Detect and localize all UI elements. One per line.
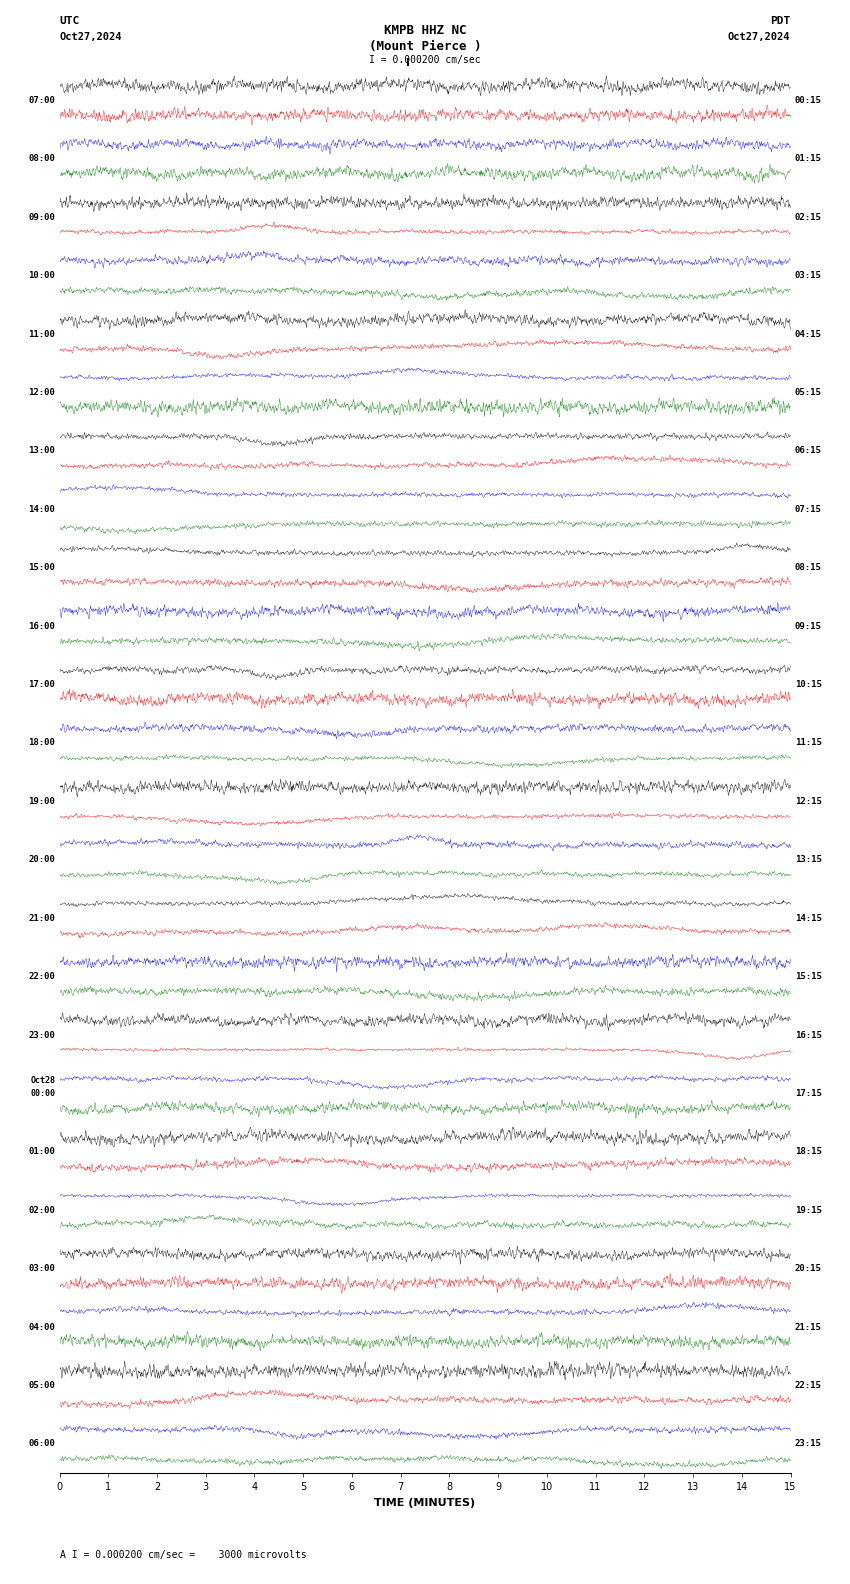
Text: 19:15: 19:15	[795, 1205, 822, 1215]
Text: 16:15: 16:15	[795, 1031, 822, 1039]
Text: PDT: PDT	[770, 16, 790, 25]
Text: 18:00: 18:00	[28, 738, 55, 748]
Text: 16:00: 16:00	[28, 621, 55, 630]
Text: 02:00: 02:00	[28, 1205, 55, 1215]
Text: 06:00: 06:00	[28, 1440, 55, 1448]
Text: 10:15: 10:15	[795, 680, 822, 689]
Text: 21:15: 21:15	[795, 1323, 822, 1332]
Text: UTC: UTC	[60, 16, 80, 25]
Text: 06:15: 06:15	[795, 447, 822, 456]
Text: 17:15: 17:15	[795, 1088, 822, 1098]
Text: 07:15: 07:15	[795, 505, 822, 513]
Text: 09:15: 09:15	[795, 621, 822, 630]
Text: 10:00: 10:00	[28, 271, 55, 280]
Text: 11:15: 11:15	[795, 738, 822, 748]
Text: 12:15: 12:15	[795, 797, 822, 806]
Text: 13:00: 13:00	[28, 447, 55, 456]
Text: 19:00: 19:00	[28, 797, 55, 806]
Text: 01:00: 01:00	[28, 1147, 55, 1156]
Text: 14:00: 14:00	[28, 505, 55, 513]
Text: (Mount Pierce ): (Mount Pierce )	[369, 40, 481, 52]
Text: 04:00: 04:00	[28, 1323, 55, 1332]
Text: 12:00: 12:00	[28, 388, 55, 398]
Text: 18:15: 18:15	[795, 1147, 822, 1156]
Text: 22:00: 22:00	[28, 973, 55, 980]
Text: 00:00: 00:00	[31, 1088, 55, 1098]
Text: 08:00: 08:00	[28, 154, 55, 163]
Text: 01:15: 01:15	[795, 154, 822, 163]
Text: 02:15: 02:15	[795, 212, 822, 222]
Text: 14:15: 14:15	[795, 914, 822, 923]
Text: 23:00: 23:00	[28, 1031, 55, 1039]
Text: 20:00: 20:00	[28, 855, 55, 865]
Text: 15:15: 15:15	[795, 973, 822, 980]
Text: 07:00: 07:00	[28, 97, 55, 105]
Text: KMPB HHZ NC: KMPB HHZ NC	[383, 24, 467, 36]
Text: 09:00: 09:00	[28, 212, 55, 222]
Text: 23:15: 23:15	[795, 1440, 822, 1448]
Text: 03:00: 03:00	[28, 1264, 55, 1274]
Text: 13:15: 13:15	[795, 855, 822, 865]
X-axis label: TIME (MINUTES): TIME (MINUTES)	[375, 1498, 475, 1508]
Text: Oct28: Oct28	[31, 1076, 55, 1085]
Text: 15:00: 15:00	[28, 564, 55, 572]
Text: 17:00: 17:00	[28, 680, 55, 689]
Text: 22:15: 22:15	[795, 1381, 822, 1391]
Text: 20:15: 20:15	[795, 1264, 822, 1274]
Text: Oct27,2024: Oct27,2024	[60, 32, 122, 41]
Text: 03:15: 03:15	[795, 271, 822, 280]
Text: 08:15: 08:15	[795, 564, 822, 572]
Text: Oct27,2024: Oct27,2024	[728, 32, 791, 41]
Text: 04:15: 04:15	[795, 329, 822, 339]
Text: 00:15: 00:15	[795, 97, 822, 105]
Text: 05:15: 05:15	[795, 388, 822, 398]
Text: I = 0.000200 cm/sec: I = 0.000200 cm/sec	[369, 55, 481, 65]
Text: A I = 0.000200 cm/sec =    3000 microvolts: A I = 0.000200 cm/sec = 3000 microvolts	[60, 1551, 306, 1560]
Text: 11:00: 11:00	[28, 329, 55, 339]
Text: 05:00: 05:00	[28, 1381, 55, 1391]
Text: 21:00: 21:00	[28, 914, 55, 923]
